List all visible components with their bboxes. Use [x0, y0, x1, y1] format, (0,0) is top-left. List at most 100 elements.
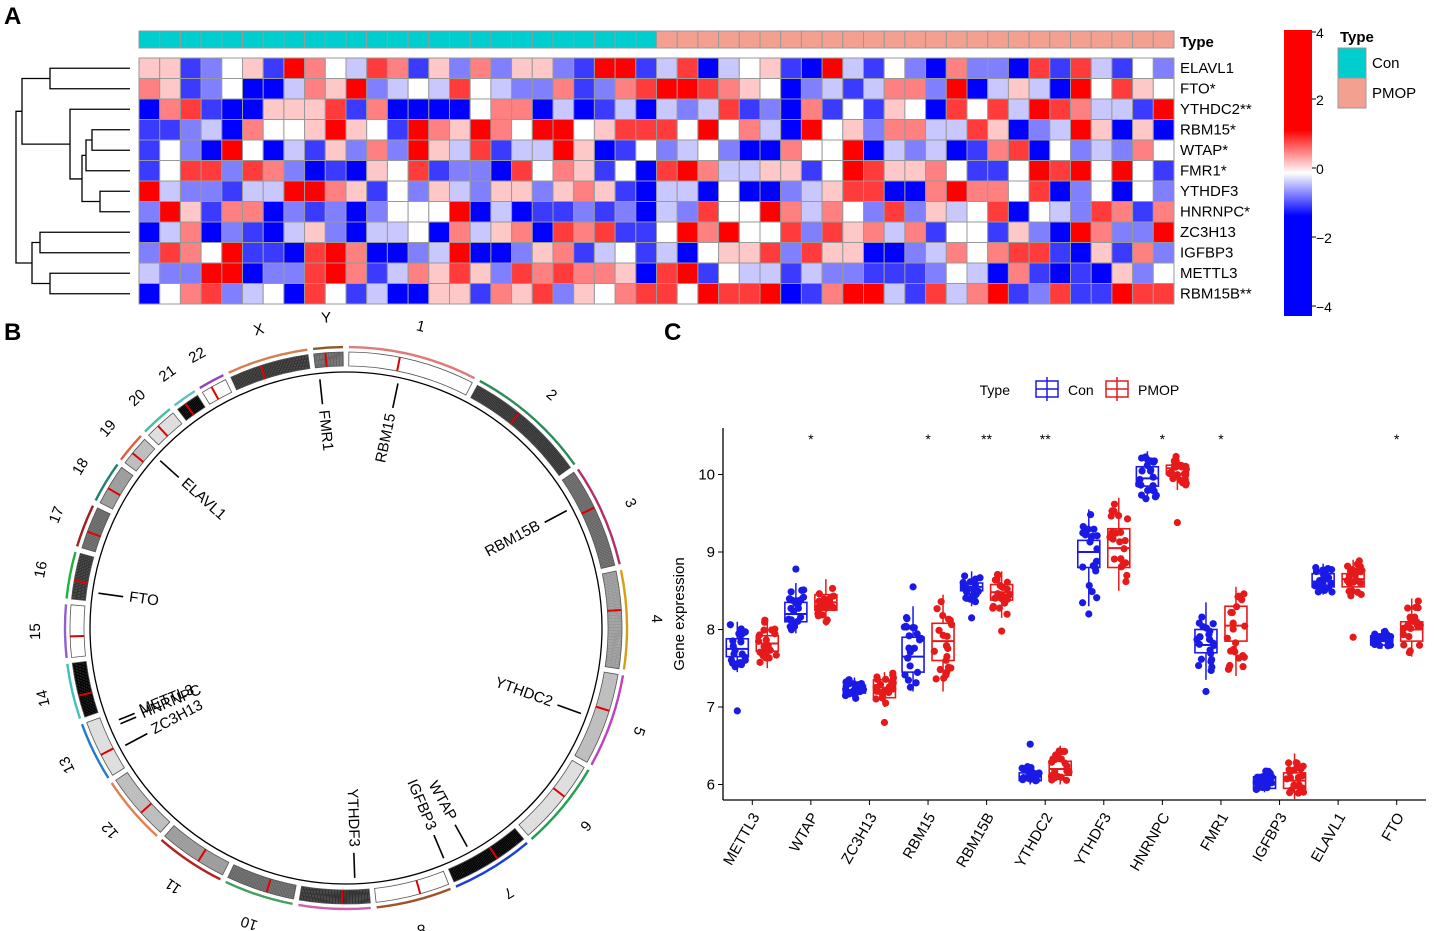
ideogram-band — [607, 647, 622, 651]
heatmap-cell — [449, 221, 471, 243]
heatmap-cell — [511, 160, 533, 182]
colorbar-tick-label: 4 — [1316, 25, 1324, 41]
ideogram-band — [133, 795, 146, 806]
colorbar — [1284, 30, 1312, 316]
heatmap-cell — [842, 160, 864, 182]
ideogram-band — [505, 408, 515, 421]
x-tick-label: RBM15B — [953, 810, 998, 870]
ideogram-band — [510, 831, 521, 844]
heatmap-cell — [573, 283, 595, 305]
colorbar-tick-label: −2 — [1316, 230, 1332, 246]
ideogram-band — [167, 827, 178, 840]
ideogram-band — [601, 685, 616, 690]
heatmap-cell — [987, 221, 1009, 243]
data-point — [1003, 585, 1011, 593]
annotation-con-cell — [511, 30, 533, 49]
ideogram-band — [530, 432, 542, 444]
ideogram-band — [177, 408, 188, 421]
heatmap-cell — [449, 201, 471, 223]
heatmap-cell — [945, 160, 968, 182]
ideogram-outline — [313, 351, 344, 369]
heatmap-cell — [242, 201, 264, 223]
data-point — [913, 630, 921, 638]
centromere-mark — [324, 352, 328, 367]
ideogram-band — [552, 458, 565, 469]
ideogram-band — [488, 396, 498, 409]
ideogram-band — [586, 731, 600, 739]
ideogram-band — [149, 811, 161, 823]
ideogram-band — [568, 765, 582, 775]
ideogram-band — [193, 397, 203, 410]
panel-label-b: B — [4, 319, 21, 346]
heatmap-cell — [449, 139, 471, 161]
centromere-mark — [265, 878, 272, 893]
ideogram-band — [73, 582, 88, 586]
data-point — [912, 679, 920, 687]
heatmap-cell — [428, 283, 450, 305]
ideogram-band — [274, 880, 280, 895]
ideogram-outline — [601, 570, 623, 670]
ideogram-band — [521, 422, 532, 435]
heatmap-cell — [800, 160, 823, 182]
heatmap-cell — [531, 201, 554, 223]
ideogram-band — [498, 403, 508, 416]
heatmap-cell — [863, 201, 885, 223]
ideogram-band — [215, 383, 224, 397]
ideogram-outline — [348, 351, 473, 396]
ideogram-band — [461, 862, 470, 876]
ideogram-band — [96, 507, 111, 516]
ideogram-band — [592, 716, 606, 723]
ideogram-band — [413, 361, 420, 376]
heatmap-cell — [179, 283, 202, 305]
annotation-con-cell — [179, 30, 202, 49]
annotation-con-cell — [531, 30, 554, 49]
heatmap-cell — [759, 78, 782, 100]
ideogram-band — [485, 394, 495, 408]
gene-label: ELAVL1 — [1180, 60, 1234, 77]
ideogram-band — [567, 481, 581, 490]
ideogram-band — [318, 353, 322, 368]
ideogram-band — [387, 886, 392, 901]
ideogram-band — [70, 612, 85, 615]
heatmap-cell — [1152, 98, 1175, 120]
heatmap-cell — [1070, 119, 1092, 141]
heatmap-cell — [883, 283, 906, 305]
heatmap-cell — [469, 160, 492, 182]
heatmap-cell — [925, 201, 947, 223]
heatmap-cell — [1132, 160, 1154, 182]
ideogram-band — [472, 856, 481, 870]
annotation-pmop-cell — [1111, 30, 1134, 49]
data-point — [1138, 467, 1146, 475]
ideogram-band — [73, 668, 88, 673]
ideogram-band — [74, 574, 89, 579]
ideogram-band — [282, 359, 287, 374]
ideogram-band — [496, 402, 507, 415]
heatmap-cell — [573, 221, 595, 243]
ideogram-band — [110, 764, 123, 773]
heatmap-cell — [863, 160, 885, 182]
ideogram-band — [192, 397, 202, 411]
heatmap-cell — [1090, 78, 1113, 100]
heatmap-cell — [1049, 78, 1072, 100]
ideogram-band — [111, 766, 125, 776]
data-point — [1110, 507, 1118, 515]
heatmap-cell — [159, 283, 181, 305]
ideogram-band — [522, 423, 533, 435]
heatmap-cell — [449, 98, 471, 120]
heatmap-cell — [718, 78, 740, 100]
heatmap-cell — [738, 242, 761, 264]
outlier-point — [1026, 740, 1034, 748]
outlier-point — [968, 614, 976, 622]
ideogram-band — [75, 569, 90, 575]
heatmap-cell — [345, 283, 368, 305]
ideogram-band — [70, 632, 85, 635]
ideogram-band — [221, 381, 230, 395]
ideogram-band — [100, 499, 114, 508]
ideogram-band — [72, 586, 87, 591]
data-point — [829, 592, 838, 600]
heatmap-cell — [780, 242, 802, 264]
heatmap-cell — [511, 242, 533, 264]
heatmap-cell — [718, 221, 740, 243]
ideogram-band — [85, 536, 99, 543]
annotation-pmop-cell — [676, 30, 699, 49]
